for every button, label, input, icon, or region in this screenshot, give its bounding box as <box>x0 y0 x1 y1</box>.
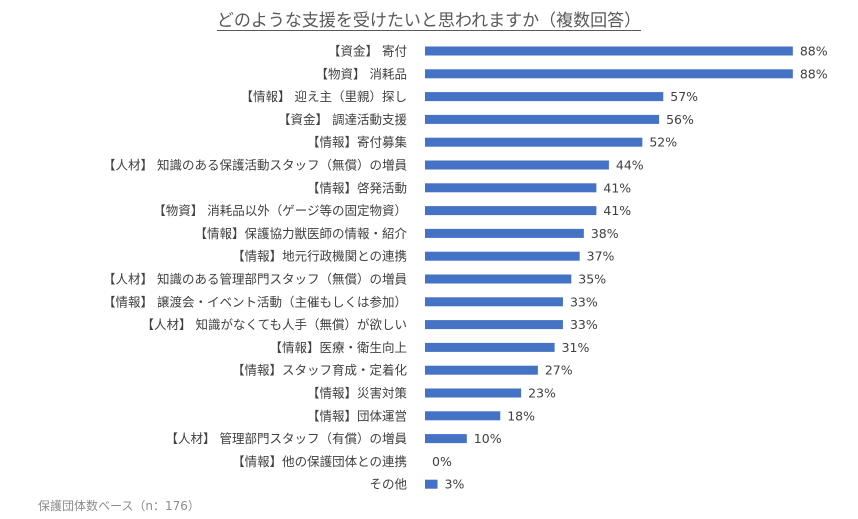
category-label: 【情報】他の保護団体との連携 <box>232 454 407 469</box>
bar <box>425 69 793 79</box>
chart-title: どのような支援を受けたいと思われますか（複数回答） <box>0 6 858 31</box>
chart-title-text: どのような支援を受けたいと思われますか（複数回答） <box>216 11 642 31</box>
bar <box>425 388 522 398</box>
data-label: 41% <box>603 180 631 195</box>
category-label: 【物資】 消耗品 <box>316 66 407 81</box>
bar <box>425 411 501 421</box>
bar <box>425 160 609 170</box>
category-label: 【人材】 知識がなくても人手（無償）が欲しい <box>142 317 407 332</box>
bar <box>425 92 664 102</box>
category-label: 【情報】寄付募集 <box>307 135 408 150</box>
data-label: 33% <box>570 294 598 309</box>
bar <box>425 434 467 444</box>
bar <box>425 342 555 352</box>
data-label: 31% <box>562 340 590 355</box>
data-label: 23% <box>528 386 556 401</box>
bar <box>425 297 563 307</box>
bar <box>425 183 597 193</box>
data-label: 10% <box>474 431 502 446</box>
category-label: 【資金】 寄付 <box>328 44 407 59</box>
data-label: 88% <box>800 66 828 81</box>
category-label: 【情報】保護協力獣医師の情報・紹介 <box>194 226 407 241</box>
category-label: 【情報】団体運営 <box>307 408 407 423</box>
data-label: 18% <box>507 408 535 423</box>
data-label: 3% <box>445 477 465 492</box>
data-label: 0% <box>432 454 452 469</box>
bar <box>425 274 572 284</box>
data-label: 44% <box>616 158 644 173</box>
category-label: 【物資】 消耗品以外（ゲージ等の固定物資） <box>153 203 407 218</box>
category-label: 【人材】 管理部門スタッフ（有償）の増員 <box>166 431 408 446</box>
bar <box>425 46 793 56</box>
data-label: 57% <box>670 89 698 104</box>
category-label: 【情報】 譲渡会・イベント活動（主催もしくは参加） <box>103 294 407 309</box>
category-label: 【人材】 知識のある管理部門スタッフ（無償）の増員 <box>103 272 407 287</box>
data-label: 41% <box>603 203 631 218</box>
data-label: 38% <box>591 226 619 241</box>
bar <box>425 206 597 216</box>
category-label: 【情報】啓発活動 <box>307 180 407 195</box>
bar <box>425 228 584 238</box>
category-label: 【情報】スタッフ育成・定着化 <box>232 363 408 378</box>
data-label: 35% <box>578 272 606 287</box>
bar <box>425 320 563 330</box>
category-label: 【資金】 調達活動支援 <box>278 112 407 127</box>
sample-size-footnote: 保護団体数ベース（n：176） <box>38 499 200 513</box>
category-label: その他 <box>369 477 407 492</box>
data-label: 56% <box>666 112 694 127</box>
data-label: 37% <box>587 249 615 264</box>
data-label: 88% <box>800 44 828 59</box>
category-label: 【情報】地元行政機関との連携 <box>232 249 407 264</box>
category-label: 【情報】災害対策 <box>307 386 408 401</box>
category-label: 【情報】医療・衛生向上 <box>269 340 407 355</box>
bar <box>425 137 643 147</box>
bar <box>425 114 660 124</box>
bar <box>425 479 438 489</box>
data-label: 52% <box>649 135 677 150</box>
category-label: 【情報】 迎え主（里親）探し <box>241 89 407 104</box>
data-label: 27% <box>545 363 573 378</box>
bar <box>425 251 580 261</box>
category-label: 【人材】 知識のある保護活動スタッフ（無償）の増員 <box>103 158 407 173</box>
bar <box>425 365 538 375</box>
data-label: 33% <box>570 317 598 332</box>
